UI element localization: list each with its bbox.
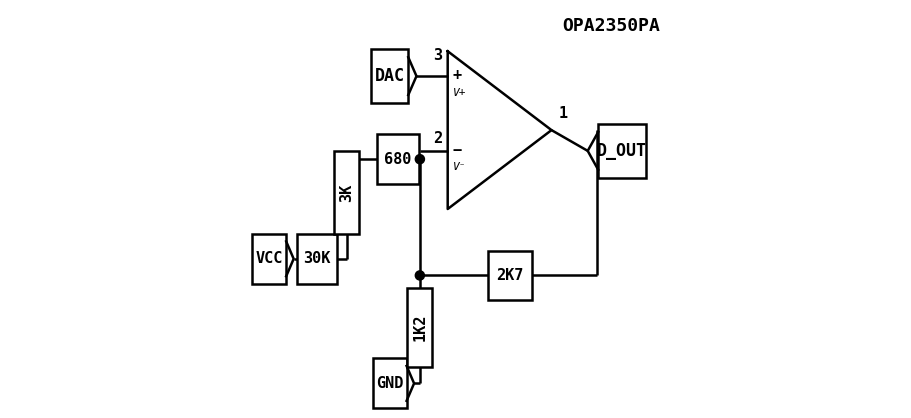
- Text: 680: 680: [384, 152, 411, 167]
- Bar: [297, 234, 336, 284]
- Text: 1: 1: [558, 106, 568, 121]
- Text: D_OUT: D_OUT: [597, 142, 647, 160]
- Bar: [371, 49, 408, 103]
- Text: 1K2: 1K2: [412, 314, 427, 341]
- Text: 2: 2: [433, 131, 442, 146]
- Circle shape: [415, 271, 424, 280]
- Text: VCC: VCC: [255, 251, 282, 266]
- Text: V⁻: V⁻: [453, 163, 466, 173]
- Circle shape: [415, 155, 424, 164]
- Text: 3: 3: [433, 48, 442, 63]
- Text: −: −: [452, 143, 461, 158]
- Text: GND: GND: [375, 376, 403, 391]
- Text: +: +: [452, 68, 461, 83]
- Bar: [376, 134, 418, 184]
- Text: DAC: DAC: [374, 67, 404, 85]
- Bar: [372, 359, 406, 408]
- Bar: [334, 151, 359, 234]
- Text: 30K: 30K: [302, 251, 330, 266]
- Bar: [598, 124, 645, 178]
- Text: OPA2350PA: OPA2350PA: [561, 17, 659, 35]
- Bar: [251, 234, 286, 284]
- Text: 2K7: 2K7: [496, 268, 523, 283]
- Text: V+: V+: [453, 88, 466, 98]
- Text: 3K: 3K: [339, 183, 353, 201]
- Bar: [487, 250, 531, 301]
- Bar: [407, 288, 432, 367]
